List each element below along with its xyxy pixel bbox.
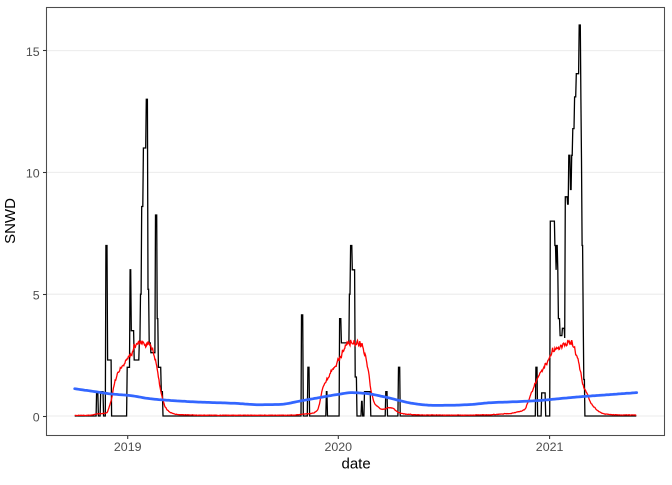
svg-text:2019: 2019 xyxy=(114,440,142,454)
svg-text:2020: 2020 xyxy=(325,440,353,454)
svg-text:SNWD: SNWD xyxy=(2,198,19,244)
svg-text:5: 5 xyxy=(33,289,40,303)
svg-text:10: 10 xyxy=(26,167,40,181)
svg-text:date: date xyxy=(341,456,370,473)
svg-text:2021: 2021 xyxy=(536,440,564,454)
svg-text:15: 15 xyxy=(26,45,40,59)
svg-text:0: 0 xyxy=(33,410,40,424)
